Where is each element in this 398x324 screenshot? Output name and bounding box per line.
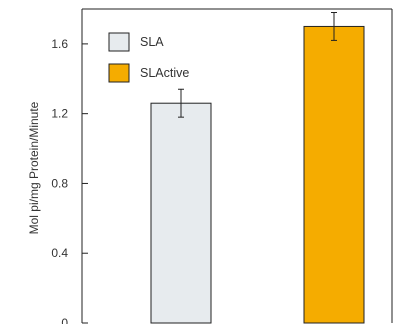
y-tick-label: 1.2: [51, 107, 68, 121]
y-tick-label: 0: [61, 316, 68, 324]
y-tick-label: 0.4: [51, 246, 68, 260]
legend: SLA SLActive: [108, 32, 189, 83]
y-tick-label: 1.6: [51, 37, 68, 51]
legend-label-sla: SLA: [140, 35, 164, 49]
bar-slactive: [303, 25, 365, 324]
y-tick-label: 0.8: [51, 176, 68, 190]
plot-area: 0 0.4 0.8 1.2 1.6: [51, 8, 393, 324]
legend-label-slactive: SLActive: [140, 66, 189, 80]
bar-sla: [150, 102, 212, 324]
legend-swatch-slactive: [108, 63, 130, 83]
legend-swatch-sla: [108, 32, 130, 52]
y-axis-title: Mol pi/mg Protein/Minute: [27, 101, 41, 234]
